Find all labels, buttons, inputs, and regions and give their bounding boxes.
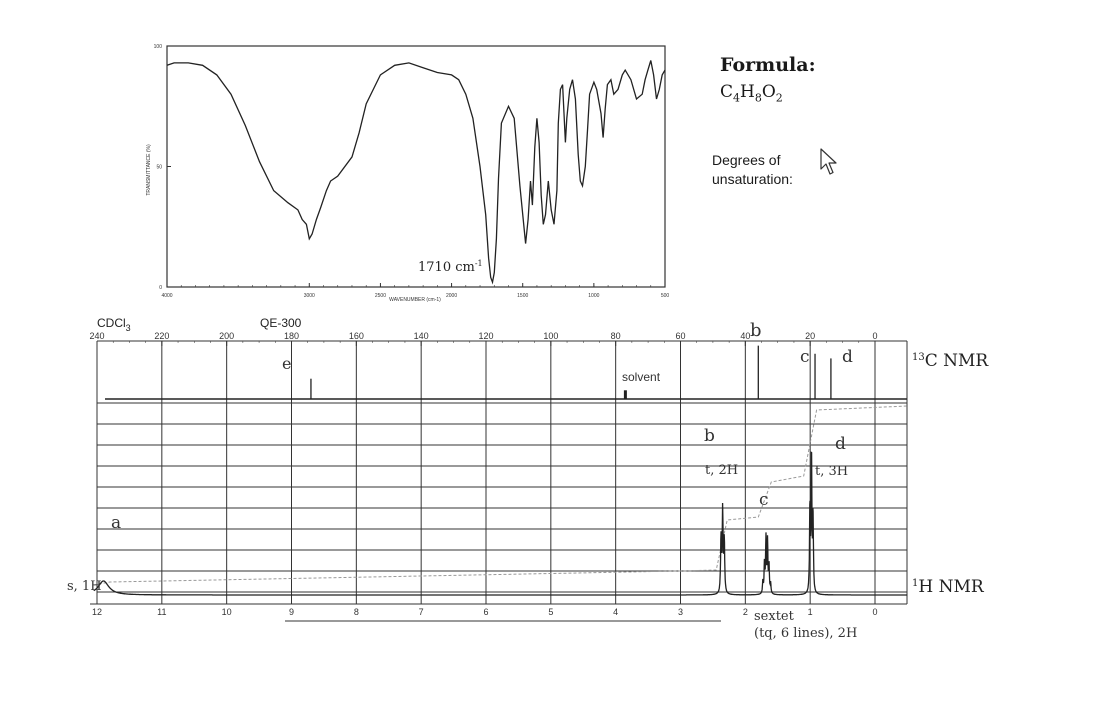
h1-peak-mult-d: t, 3H [815,464,848,479]
h1-x-tick-label: 3 [678,607,683,617]
degrees-of-unsaturation-label: Degrees of unsaturation: [712,152,793,187]
h1-x-tick-label: 6 [483,607,488,617]
h1-spectrum-line [93,451,908,596]
h1-peak-label-a: a [111,513,121,533]
h1-peak-label-b: b [704,426,715,446]
ir-y-tick-label: 100 [154,44,163,50]
ir-x-tick-label: 500 [661,293,670,299]
c13-peaks [310,345,832,399]
h1-peak-mult-c-line1: sextet [754,609,795,624]
h1-x-tick-label: 1 [808,607,813,617]
h1-x-tick-label: 11 [157,607,166,617]
c13-x-tick-label: 140 [414,331,429,341]
c13-peak-label-d: d [842,347,853,367]
c13-peak-label-c: c [800,347,810,367]
h1-nmr-title: 1H NMR [912,577,985,597]
h1-peak-mult-a: s, 1H [67,579,102,594]
h1-x-tick-label: 2 [743,607,748,617]
ir-x-tick-label: 1000 [588,293,599,299]
c13-x-tick-label: 200 [219,331,234,341]
h1-peak-mult-b: t, 2H [705,463,738,478]
h1-x-tick-label: 4 [613,607,618,617]
h1-integral-curve [93,405,908,586]
h1-x-tick-label: 0 [872,607,877,617]
formula-label: Formula: [720,54,816,76]
c13-x-tick-label: 80 [611,331,621,341]
ir-peak-annotation: 1710 cm-1 [418,259,483,275]
c13-peak-label-e: e [282,354,291,373]
ir-x-tick-label: 2000 [446,293,457,299]
ir-x-tick-label: 4000 [161,293,172,299]
ir-xlabel: WAVENUMBER (cm-1) [389,297,441,303]
c13-x-tick-label: 0 [872,331,877,341]
ir-ylabel: TRANSMITTANCE (%) [146,144,152,196]
h1-peak-mult-c-line2: (tq, 6 lines), 2H [754,626,857,641]
solvent-cdcl3-label: CDCl3 [97,316,131,333]
c13-peak-label-solvent: solvent [622,370,661,384]
c13-x-tick-label: 160 [349,331,364,341]
ir-y-tick-label: 0 [159,285,162,291]
c13-x-tick-label: 180 [284,331,299,341]
h1-x-tick-label: 5 [548,607,553,617]
ir-x-tick-label: 3000 [304,293,315,299]
h1-x-tick-label: 9 [289,607,294,617]
h1-x-tick-label: 10 [222,607,232,617]
c13-x-tick-label: 20 [805,331,815,341]
instrument-label: QE-300 [260,316,302,330]
formula-value: C4H8O2 [720,82,783,105]
h1-peak-label-d: d [835,434,846,454]
ir-x-tick-label: 2500 [375,293,386,299]
c13-peak-label-b: b [750,320,762,341]
c13-x-tick-label: 60 [675,331,685,341]
ir-spectrum-line [166,60,666,285]
c13-x-tick-label: 120 [478,331,493,341]
h1-axis-ticks: 12 11 10 9 8 7 6 5 4 3 2 1 0 [92,607,878,617]
c13-x-tick-label: 220 [154,331,169,341]
c13-nmr-title: 13C NMR [912,351,989,371]
c13-x-tick-label: 40 [740,331,750,341]
h1-x-tick-label: 7 [419,607,424,617]
mouse-cursor-icon [820,148,837,175]
h1-x-tick-label: 12 [92,607,102,617]
ir-y-tick-label: 50 [156,165,162,171]
ir-x-tick-label: 1500 [517,293,528,299]
h1-peak-label-c: c [759,490,769,510]
formula-block: Formula: C4H8O2 [720,54,816,104]
c13-x-tick-label: 100 [543,331,558,341]
c13-x-tick-label: 240 [89,331,104,341]
ir-axis-ticks: 4000 3000 2500 2000 1500 1000 500 0 50 100 [154,44,670,299]
h1-x-tick-label: 8 [354,607,359,617]
nmr-grid [96,341,908,604]
